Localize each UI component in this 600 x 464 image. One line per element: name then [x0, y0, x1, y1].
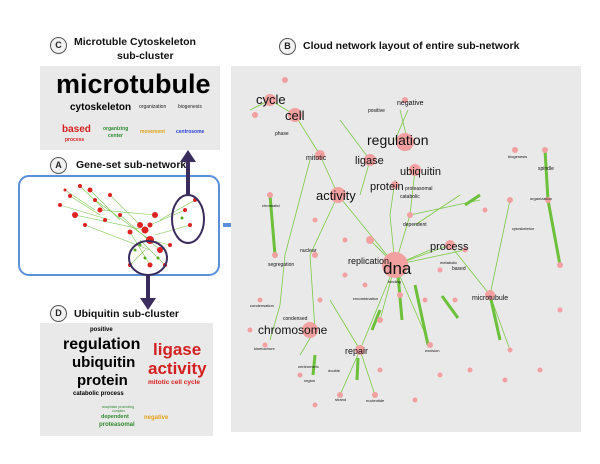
label-excision: excision: [425, 348, 439, 353]
label-chromosome: chromosome: [258, 323, 328, 337]
word-proteasomal: proteasomal: [99, 422, 135, 428]
word-cytoskeleton: cytoskeleton: [70, 102, 132, 113]
panel-a-title: Gene-set sub-network: [76, 159, 187, 171]
label-segregation: segregation: [268, 262, 294, 268]
label-nuclear: nuclear: [300, 248, 317, 254]
label-chromatid: chromatid: [262, 203, 280, 208]
word-ubiquitin: ubiquitin: [72, 354, 136, 371]
label-dependent: dependent: [403, 222, 427, 228]
label-phase: phase: [275, 131, 289, 137]
label-negative: negative: [397, 100, 424, 107]
label-replication: replication: [348, 256, 389, 266]
word-microtubule: microtubule: [56, 69, 211, 99]
label-kinetochore: kinetochore: [254, 346, 275, 351]
label-double: double: [328, 368, 341, 373]
word-activity: activity: [148, 359, 207, 378]
label-positive: positive: [368, 108, 385, 114]
label-ligase: ligase: [355, 155, 384, 167]
label-recombination: recombination: [353, 296, 378, 301]
panel-d-title: Ubiquitin sub-cluster: [74, 308, 179, 320]
label-metabolic: metabolic: [440, 260, 457, 265]
word-movement: movement: [140, 129, 166, 135]
panel-c-label: C: [50, 37, 67, 54]
word-centrosome: centrosome: [176, 129, 205, 135]
cloud-network-labels: cycle cell mitotic phase positive negati…: [250, 92, 554, 403]
label-organization: organization: [530, 196, 552, 201]
label-centromeric: centromeric: [298, 364, 319, 369]
panel-b-label: B: [279, 38, 296, 55]
word-negative: negative: [144, 415, 169, 421]
cloud-network-nodes: [247, 77, 563, 408]
label-proteasomal: proteasomal: [405, 186, 433, 192]
label-biogenesis: biogenesis: [508, 154, 527, 159]
label-activity: activity: [316, 188, 356, 203]
word-dependent: dependent: [101, 414, 129, 420]
label-process: process: [430, 241, 469, 253]
label-ubiquitin: ubiquitin: [400, 166, 441, 178]
word-process: process: [65, 137, 85, 143]
label-protein: protein: [370, 181, 404, 193]
word-mitotic-cell-cycle: mitotic cell cycle: [148, 379, 201, 386]
cloud-network-panel: [231, 66, 581, 432]
panel-d-word-cloud: positive regulation ubiquitin protein ca…: [40, 323, 213, 436]
label-spindle: spindle: [538, 166, 554, 172]
label-cell: cell: [285, 108, 305, 123]
label-condensed: condensed: [283, 316, 308, 322]
label-catabolic: catabolic: [400, 194, 420, 200]
panel-a-label: A: [50, 157, 67, 174]
label-based: based: [452, 266, 466, 272]
label-microtubule: microtubule: [472, 295, 508, 302]
panel-d-label: D: [50, 305, 67, 322]
panel-c-word-cloud: microtubule cytoskeleton organization bi…: [40, 66, 220, 150]
word-regulation: regulation: [63, 336, 141, 353]
label-condensation: condensation: [250, 303, 274, 308]
panel-c-title-line2: sub-cluster: [117, 50, 174, 62]
word-protein: protein: [77, 372, 128, 389]
word-based: based: [62, 124, 91, 135]
label-cycle: cycle: [256, 92, 286, 107]
word-organization: organization: [139, 104, 167, 110]
label-mitotic: mitotic: [306, 155, 327, 162]
panel-c-title-line1: Microtuble Cytoskeleton: [74, 36, 196, 48]
label-repair: repair: [345, 346, 368, 356]
label-nucleotide: nucleotide: [366, 398, 385, 403]
word-complex: complex: [112, 409, 126, 413]
word-biogenesis: biogenesis: [178, 104, 202, 110]
word-center: center: [108, 133, 124, 139]
label-region: region: [304, 378, 315, 383]
label-binding: binding: [388, 279, 401, 284]
label-cytoskeleton: cytoskeleton: [512, 226, 534, 231]
word-positive: positive: [90, 327, 113, 333]
label-regulation: regulation: [367, 132, 429, 148]
label-dna: dna: [383, 259, 412, 278]
word-ligase: ligase: [153, 340, 202, 359]
word-catabolic-process: catabolic process: [73, 391, 124, 397]
panel-b-title: Cloud network layout of entire sub-netwo…: [303, 40, 520, 52]
label-strand: strand: [335, 397, 346, 402]
cloud-network-thick-edges: [268, 149, 562, 381]
word-organizing: organizing: [103, 126, 129, 132]
word-anaphase-promoting: anaphase promoting: [102, 405, 134, 409]
